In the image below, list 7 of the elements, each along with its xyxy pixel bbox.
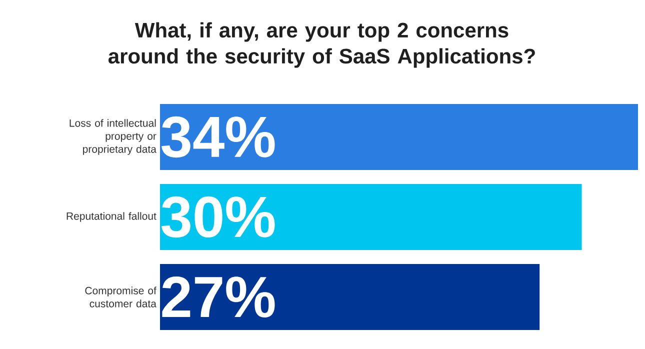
y-tick-label: Compromise of customer data [85, 286, 156, 308]
y-tick-label: Reputational fallout [66, 212, 156, 222]
data-label: 30% [162, 196, 275, 238]
chart-title: What, if any, are your top 2 concerns around the security of SaaS Applications? [108, 22, 535, 68]
data-label: 27% [162, 276, 275, 318]
y-tick-label: Loss of intellectual property or proprietary data [70, 119, 156, 155]
data-label: 34% [162, 116, 275, 158]
